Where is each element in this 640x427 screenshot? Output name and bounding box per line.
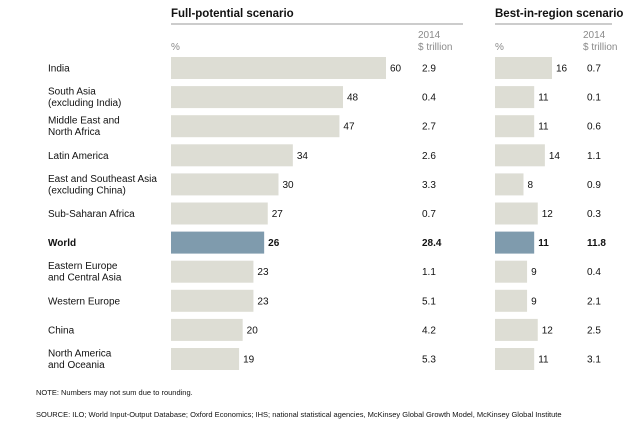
bar-value-full: 27	[272, 209, 284, 220]
chart-note: NOTE: Numbers may not sum due to roundin…	[36, 388, 193, 397]
amount-best: 0.6	[587, 122, 601, 133]
panel-title-best: Best-in-region scenario	[495, 8, 623, 20]
bar-full-potential	[171, 202, 268, 225]
bar-value-full: 20	[247, 325, 259, 336]
bar-value-full: 34	[297, 151, 309, 162]
category-label: World	[48, 238, 76, 249]
bar-best-in-region	[495, 57, 552, 79]
bar-best-in-region	[495, 289, 528, 312]
amount-best: 0.3	[587, 209, 601, 220]
amount-best: 1.1	[587, 151, 601, 162]
panel-title-full: Full-potential scenario	[171, 8, 294, 20]
amount-best: 0.9	[587, 180, 601, 191]
amount-full: 0.7	[422, 209, 436, 220]
bar-best-in-region	[495, 318, 538, 341]
bar-best-in-region	[495, 231, 535, 254]
amount-best: 11.8	[587, 238, 606, 249]
amount-full: 28.4	[422, 238, 442, 249]
rows-layer: India 60 2.9 16 0.7 South Asia(excluding Indi…	[48, 57, 606, 371]
bar-value-full: 48	[347, 93, 359, 104]
bar-full-potential	[171, 86, 343, 109]
bar-full-potential	[171, 318, 243, 341]
bar-full-potential	[171, 144, 293, 167]
amount-full: 4.2	[422, 325, 436, 336]
bar-value-best: 14	[549, 151, 561, 162]
amount-full: 0.4	[422, 93, 436, 104]
chart-source: SOURCE: ILO; World Input-Output Database…	[36, 410, 562, 419]
bar-full-potential	[171, 348, 240, 370]
category-label: Sub-Saharan Africa	[48, 209, 135, 220]
category-label: (excluding China)	[48, 185, 126, 196]
bar-best-in-region	[495, 86, 535, 109]
amount-full: 5.1	[422, 296, 436, 307]
bar-value-best: 8	[528, 180, 534, 191]
bar-value-best: 11	[538, 93, 549, 104]
bar-value-full: 60	[390, 64, 402, 75]
category-label: Eastern Europe	[48, 261, 118, 272]
category-label: North Africa	[48, 127, 101, 138]
category-label: Middle East and	[48, 116, 120, 127]
bar-value-best: 12	[542, 325, 554, 336]
amount-best: 0.7	[587, 64, 601, 75]
bar-value-best: 11	[538, 122, 549, 133]
amount-header-year-full: 2014	[418, 30, 441, 41]
bar-full-potential	[171, 173, 279, 196]
bar-best-in-region	[495, 115, 535, 138]
category-label: India	[48, 64, 70, 75]
value-header-full: %	[171, 42, 180, 53]
amount-full: 1.1	[422, 267, 436, 278]
amount-full: 2.9	[422, 64, 436, 75]
amount-full: 3.3	[422, 180, 436, 191]
bar-value-full: 47	[343, 122, 355, 133]
amount-best: 0.1	[587, 93, 601, 104]
bar-value-full: 19	[243, 355, 255, 366]
amount-best: 2.5	[587, 325, 601, 336]
amount-best: 3.1	[587, 355, 601, 366]
category-label: (excluding India)	[48, 98, 121, 109]
category-label: South Asia	[48, 87, 96, 98]
bar-value-best: 11	[538, 238, 549, 249]
amount-best: 0.4	[587, 267, 601, 278]
bar-full-potential	[171, 260, 254, 283]
bar-best-in-region	[495, 173, 524, 196]
amount-best: 2.1	[587, 296, 601, 307]
bar-full-potential	[171, 57, 386, 79]
bar-full-potential	[171, 115, 340, 138]
amount-header-year-best: 2014	[583, 30, 606, 41]
category-label: East and Southeast Asia	[48, 174, 157, 185]
category-label: and Central Asia	[48, 273, 122, 284]
category-label: China	[48, 325, 75, 336]
bar-best-in-region	[495, 144, 545, 167]
bar-best-in-region	[495, 260, 528, 283]
bar-best-in-region	[495, 202, 538, 225]
bar-value-full: 23	[257, 267, 269, 278]
bar-value-best: 11	[538, 355, 549, 366]
bar-best-in-region	[495, 348, 535, 370]
amount-full: 2.6	[422, 151, 436, 162]
bar-value-full: 30	[283, 180, 295, 191]
category-label: North America	[48, 349, 112, 360]
category-label: and Oceania	[48, 360, 105, 371]
bar-value-full: 23	[257, 296, 269, 307]
bar-value-best: 16	[556, 64, 568, 75]
bar-value-full: 26	[268, 238, 280, 249]
category-label: Latin America	[48, 151, 109, 162]
bar-value-best: 9	[531, 267, 537, 278]
amount-full: 5.3	[422, 355, 436, 366]
bar-value-best: 9	[531, 296, 537, 307]
bar-full-potential	[171, 289, 254, 312]
value-header-best: %	[495, 42, 504, 53]
bar-full-potential	[171, 231, 265, 254]
bar-value-best: 12	[542, 209, 554, 220]
category-label: Western Europe	[48, 296, 121, 307]
amount-header-unit-full: $ trillion	[418, 42, 452, 53]
amount-header-unit-best: $ trillion	[583, 42, 617, 53]
amount-full: 2.7	[422, 122, 436, 133]
